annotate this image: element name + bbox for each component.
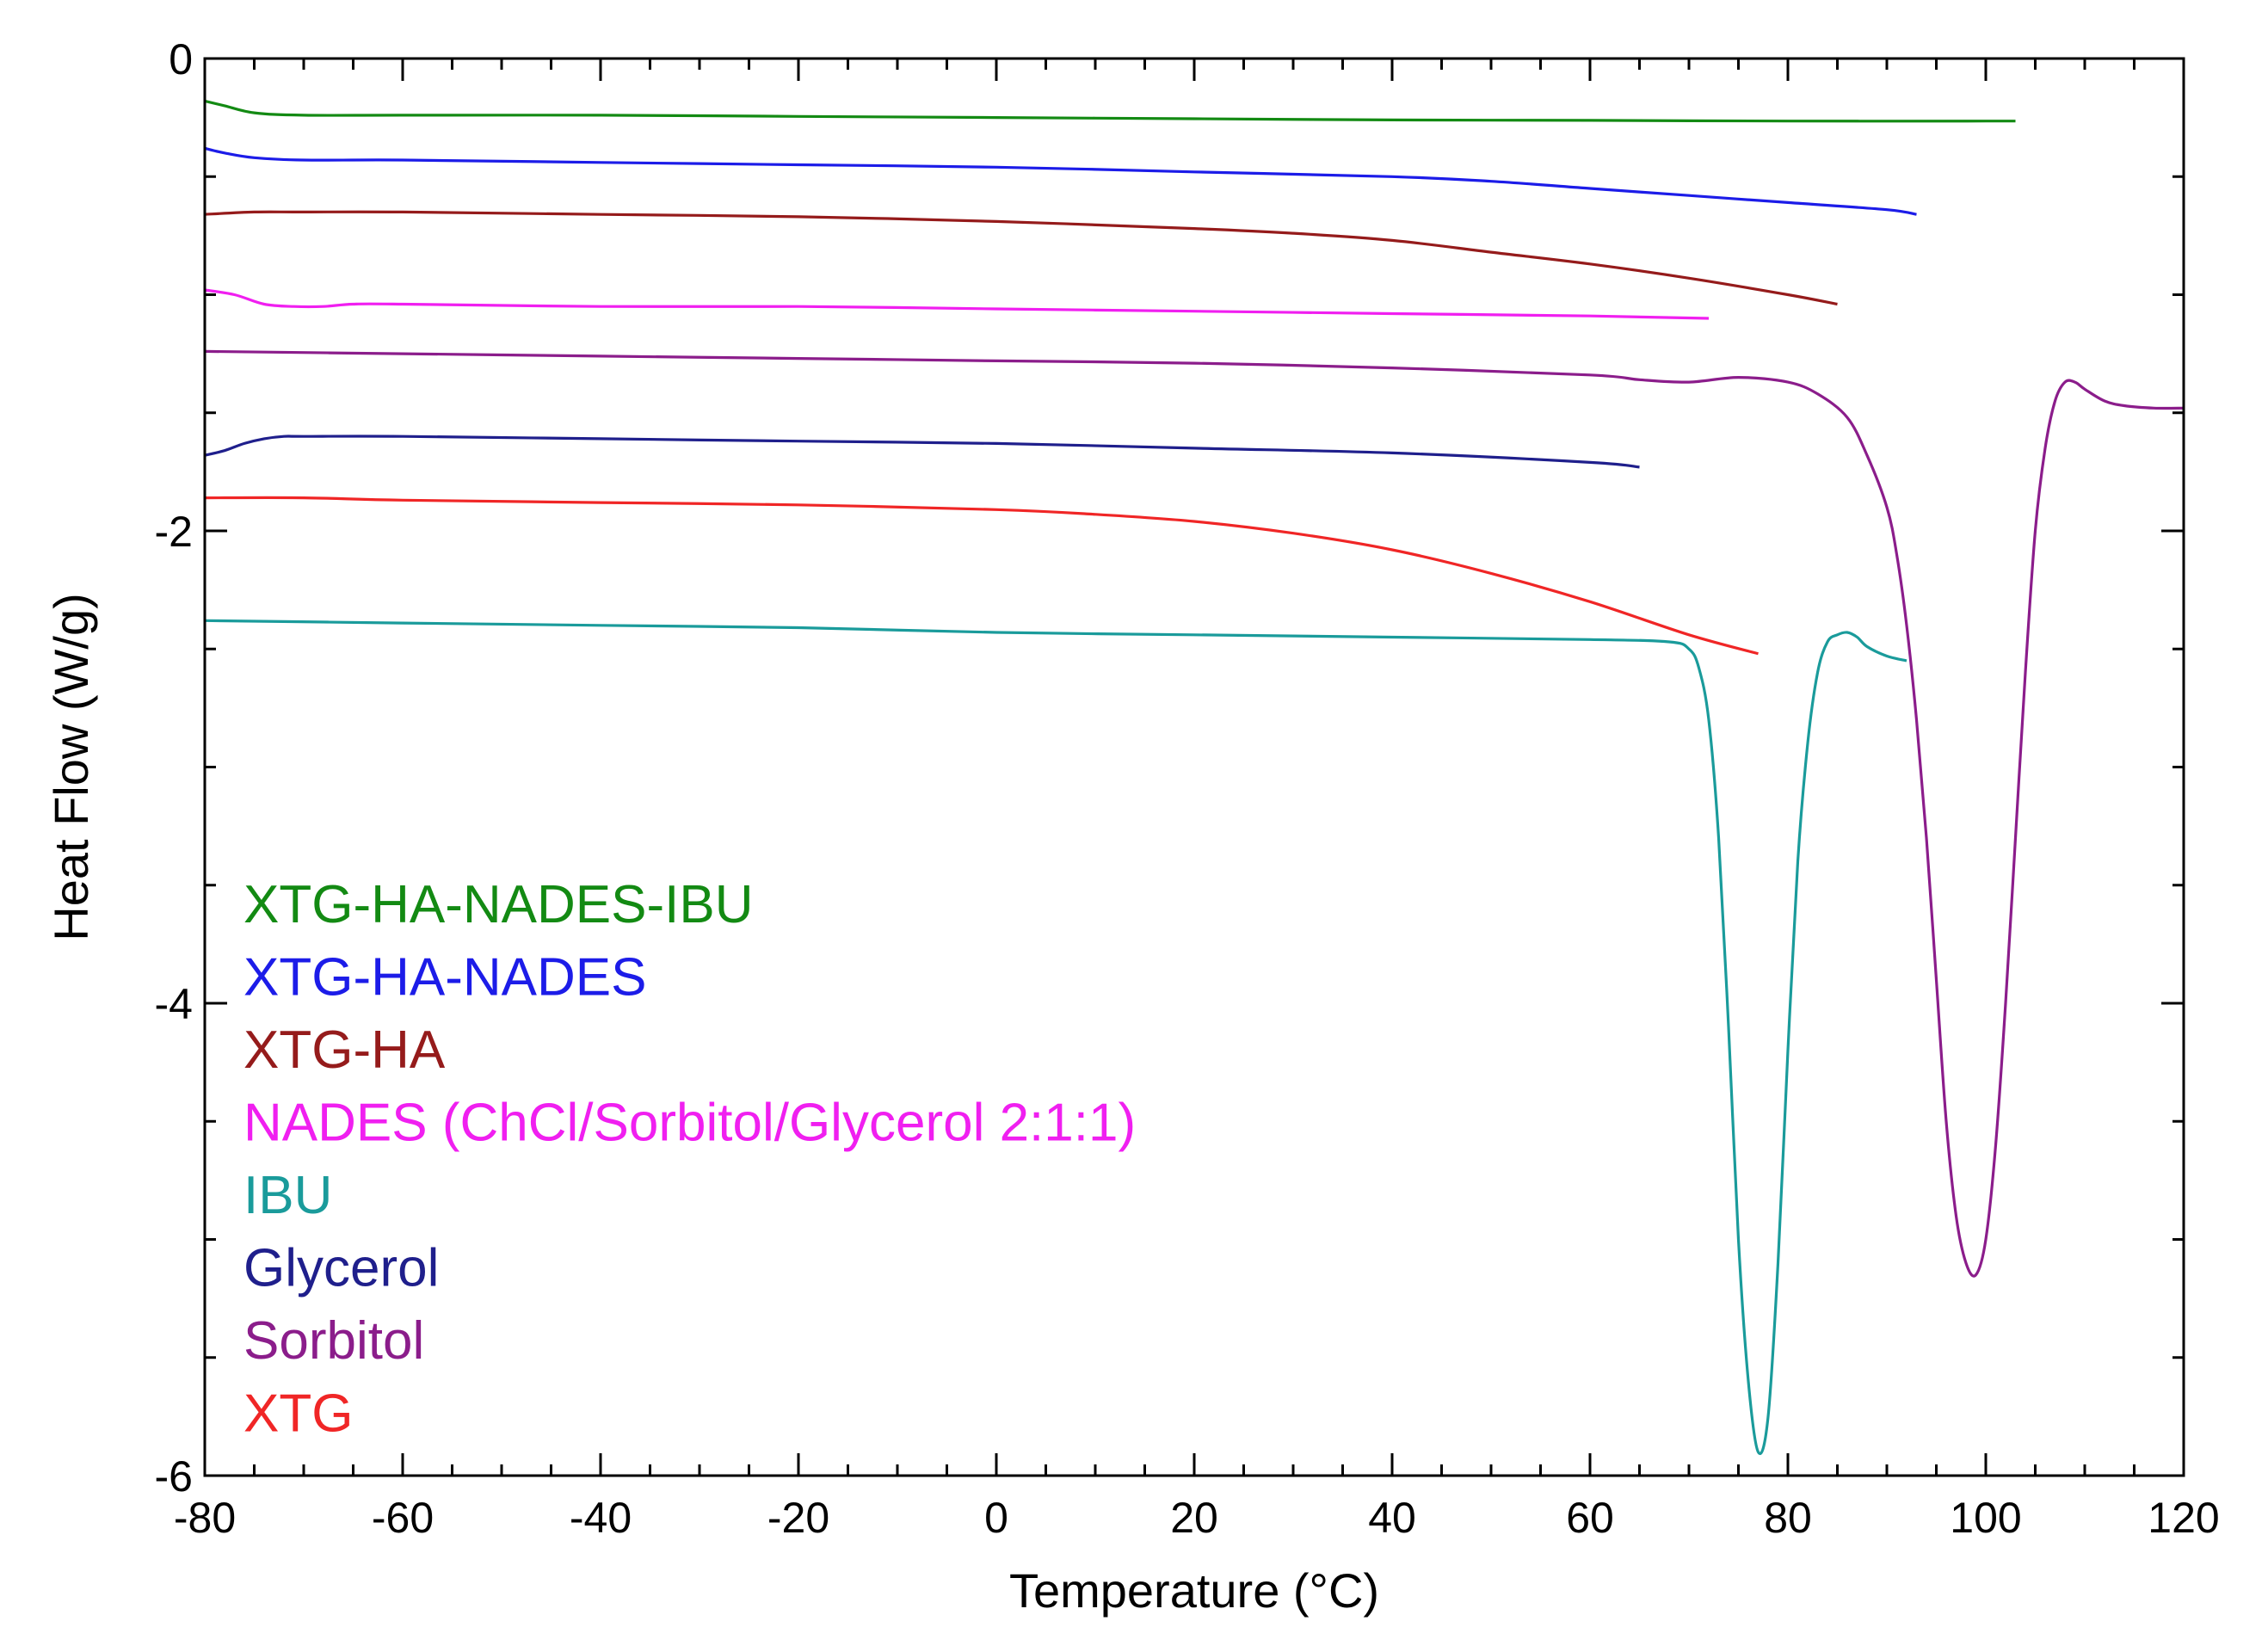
x-tick-label: -20 — [767, 1494, 829, 1542]
x-tick-label: 60 — [1566, 1494, 1614, 1542]
series-line-7 — [204, 496, 1759, 656]
x-tick-label: 100 — [1950, 1494, 2021, 1542]
y-tick-label: -6 — [155, 1452, 193, 1501]
x-tick-label: 20 — [1170, 1494, 1218, 1542]
x-tick-label: -40 — [570, 1494, 632, 1542]
legend-entry: Sorbitol — [243, 1311, 424, 1371]
series-line-1 — [204, 146, 1917, 216]
series-line-0 — [204, 99, 2016, 123]
legend-entry: IBU — [243, 1166, 332, 1225]
x-tick-label: 40 — [1368, 1494, 1416, 1542]
ticks-layer: -80 -60 -40 -20 0 20 40 60 80 100 120-6-4-20 — [155, 35, 2220, 1542]
x-axis-title: Temperature (°C) — [1009, 1563, 1379, 1618]
legend-entry: XTG-HA — [243, 1020, 446, 1080]
legend-entry: XTG — [243, 1384, 353, 1444]
legend-entry: XTG-HA-NADES — [243, 948, 646, 1008]
series-line-6 — [204, 349, 2185, 1278]
y-tick-label: -4 — [155, 980, 193, 1028]
legend-entry: XTG-HA-NADES-IBU — [243, 875, 753, 934]
x-tick-label: 80 — [1764, 1494, 1812, 1542]
series-line-3 — [204, 288, 1710, 320]
series-layer — [204, 99, 2185, 1455]
y-axis-title: Heat Flow (W/g) — [44, 593, 98, 941]
y-tick-label: -2 — [155, 508, 193, 556]
series-line-2 — [204, 210, 1838, 306]
legend: XTG-HA-NADES-IBU XTG-HA-NADES XTG-HA NADES … — [243, 875, 1136, 1444]
legend-entry: NADES (ChCl/Sorbitol/Glycerol 2:1:1) — [243, 1094, 1136, 1153]
y-tick-label: 0 — [169, 35, 193, 83]
series-line-5 — [204, 435, 1640, 469]
x-tick-label: 120 — [2148, 1494, 2219, 1542]
series-line-4 — [204, 619, 1907, 1455]
x-tick-label: 0 — [984, 1494, 1008, 1542]
legend-entry: Glycerol — [243, 1239, 439, 1298]
x-tick-label: -60 — [372, 1494, 434, 1542]
x-tick-label: -80 — [174, 1494, 236, 1542]
